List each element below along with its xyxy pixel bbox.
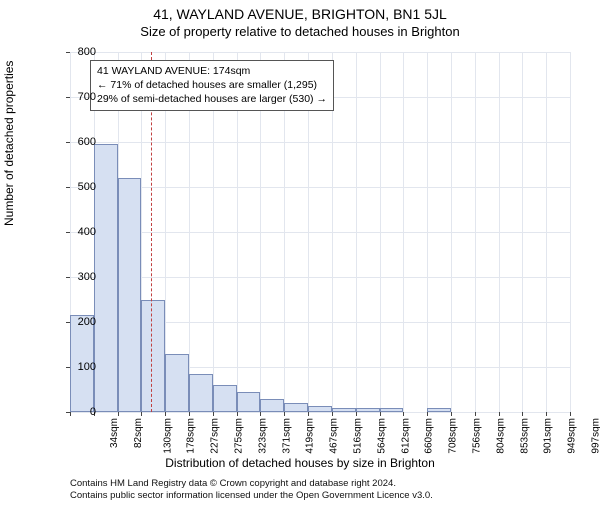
x-tick-label: 34sqm bbox=[109, 418, 120, 448]
histogram-bar bbox=[308, 406, 332, 412]
y-tick-label: 100 bbox=[56, 361, 96, 373]
y-tick-label: 800 bbox=[56, 46, 96, 58]
gridline-horizontal bbox=[70, 187, 570, 188]
histogram-bar bbox=[213, 385, 237, 412]
gridline-vertical bbox=[380, 52, 381, 412]
footer-line-2: Contains public sector information licen… bbox=[70, 490, 433, 502]
x-tick-label: 564sqm bbox=[376, 418, 387, 454]
x-tick-mark bbox=[189, 412, 190, 416]
callout-line-1: 41 WAYLAND AVENUE: 174sqm bbox=[97, 64, 327, 78]
page-subtitle: Size of property relative to detached ho… bbox=[0, 24, 600, 39]
histogram-bar bbox=[189, 374, 213, 412]
gridline-vertical bbox=[451, 52, 452, 412]
histogram-chart: 41 WAYLAND AVENUE: 174sqm← 71% of detach… bbox=[70, 52, 570, 412]
gridline-vertical bbox=[499, 52, 500, 412]
x-tick-label: 756sqm bbox=[472, 418, 483, 454]
x-tick-mark bbox=[141, 412, 142, 416]
x-tick-mark bbox=[332, 412, 333, 416]
x-tick-label: 275sqm bbox=[234, 418, 245, 454]
x-tick-mark bbox=[260, 412, 261, 416]
gridline-vertical bbox=[356, 52, 357, 412]
x-tick-label: 997sqm bbox=[591, 418, 600, 454]
y-tick-label: 400 bbox=[56, 226, 96, 238]
gridline-vertical bbox=[522, 52, 523, 412]
x-tick-mark bbox=[427, 412, 428, 416]
histogram-bar bbox=[427, 408, 451, 412]
histogram-bar bbox=[260, 399, 284, 412]
callout-line-3: 29% of semi-detached houses are larger (… bbox=[97, 92, 327, 106]
x-tick-label: 949sqm bbox=[567, 418, 578, 454]
x-tick-label: 853sqm bbox=[519, 418, 530, 454]
x-tick-mark bbox=[522, 412, 523, 416]
y-tick-label: 600 bbox=[56, 136, 96, 148]
histogram-bar bbox=[141, 300, 165, 413]
x-tick-label: 178sqm bbox=[186, 418, 197, 454]
x-tick-label: 227sqm bbox=[210, 418, 221, 454]
y-tick-label: 300 bbox=[56, 271, 96, 283]
x-tick-mark bbox=[403, 412, 404, 416]
y-tick-label: 0 bbox=[56, 406, 96, 418]
x-tick-mark bbox=[451, 412, 452, 416]
x-tick-mark bbox=[356, 412, 357, 416]
x-tick-label: 82sqm bbox=[133, 418, 144, 448]
x-tick-label: 660sqm bbox=[424, 418, 435, 454]
histogram-bar bbox=[332, 408, 356, 413]
footer-attribution: Contains HM Land Registry data © Crown c… bbox=[70, 478, 433, 502]
histogram-bar bbox=[380, 408, 404, 413]
footer-line-1: Contains HM Land Registry data © Crown c… bbox=[70, 478, 433, 490]
gridline-vertical bbox=[475, 52, 476, 412]
x-tick-label: 516sqm bbox=[353, 418, 364, 454]
x-tick-mark bbox=[475, 412, 476, 416]
y-tick-label: 700 bbox=[56, 91, 96, 103]
x-tick-label: 708sqm bbox=[448, 418, 459, 454]
y-axis-label: Number of detached properties bbox=[2, 61, 16, 226]
gridline-vertical bbox=[546, 52, 547, 412]
x-tick-label: 323sqm bbox=[257, 418, 268, 454]
x-tick-mark bbox=[380, 412, 381, 416]
x-axis-label: Distribution of detached houses by size … bbox=[0, 456, 600, 470]
gridline-vertical bbox=[570, 52, 571, 412]
x-tick-label: 901sqm bbox=[543, 418, 554, 454]
gridline-horizontal bbox=[70, 52, 570, 53]
x-tick-label: 371sqm bbox=[281, 418, 292, 454]
gridline-horizontal bbox=[70, 277, 570, 278]
x-tick-label: 612sqm bbox=[400, 418, 411, 454]
callout-box: 41 WAYLAND AVENUE: 174sqm← 71% of detach… bbox=[90, 60, 334, 111]
histogram-bar bbox=[94, 144, 118, 412]
x-tick-label: 419sqm bbox=[305, 418, 316, 454]
x-tick-mark bbox=[546, 412, 547, 416]
gridline-vertical bbox=[427, 52, 428, 412]
y-tick-label: 500 bbox=[56, 181, 96, 193]
x-tick-mark bbox=[118, 412, 119, 416]
histogram-bar bbox=[356, 408, 380, 413]
gridline-horizontal bbox=[70, 412, 570, 413]
x-tick-mark bbox=[284, 412, 285, 416]
y-tick-label: 200 bbox=[56, 316, 96, 328]
histogram-bar bbox=[118, 178, 142, 412]
callout-line-2: ← 71% of detached houses are smaller (1,… bbox=[97, 78, 327, 92]
histogram-bar bbox=[284, 403, 308, 412]
histogram-bar bbox=[237, 392, 261, 412]
x-tick-mark bbox=[570, 412, 571, 416]
gridline-horizontal bbox=[70, 232, 570, 233]
x-tick-mark bbox=[213, 412, 214, 416]
gridline-horizontal bbox=[70, 142, 570, 143]
x-tick-mark bbox=[237, 412, 238, 416]
x-tick-label: 130sqm bbox=[162, 418, 173, 454]
plot-area: 41 WAYLAND AVENUE: 174sqm← 71% of detach… bbox=[70, 52, 570, 412]
x-tick-mark bbox=[499, 412, 500, 416]
x-tick-mark bbox=[165, 412, 166, 416]
x-tick-label: 804sqm bbox=[495, 418, 506, 454]
x-tick-mark bbox=[308, 412, 309, 416]
x-tick-label: 467sqm bbox=[329, 418, 340, 454]
page-title: 41, WAYLAND AVENUE, BRIGHTON, BN1 5JL bbox=[0, 6, 600, 22]
gridline-vertical bbox=[403, 52, 404, 412]
histogram-bar bbox=[165, 354, 189, 413]
